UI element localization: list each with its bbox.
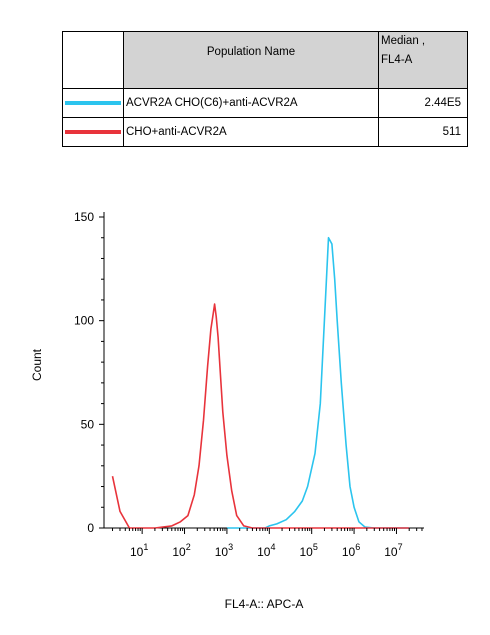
x-axis-title: FL4-A:: APC-A — [225, 597, 304, 611]
median-header-line2: FL4-A — [381, 54, 413, 66]
x-axis: 101 102 103 104 105 106 107 — [112, 528, 423, 559]
legend-population-name: CHO+anti-ACVR2A — [123, 117, 379, 147]
median-header-line1: Median , — [381, 35, 426, 47]
legend-table: Population Name Median , FL4-A ACVR2A CH… — [62, 31, 468, 147]
x-tick-label: 102 — [172, 542, 190, 559]
legend-population-name: ACVR2A CHO(C6)+anti-ACVR2A — [123, 88, 379, 118]
legend-row: CHO+anti-ACVR2A 511 — [62, 117, 468, 147]
series-line — [111, 303, 410, 529]
x-tick-label: 104 — [257, 542, 275, 559]
legend-corner-cell — [62, 31, 124, 89]
x-tick-exponent: 7 — [398, 542, 403, 552]
histogram-chart: 0 50 100 150 101 102 103 104 105 106 107 Count FL… — [30, 210, 424, 611]
x-tick-label: 107 — [384, 542, 402, 559]
y-tick-label: 50 — [81, 417, 95, 431]
x-tick-exponent: 3 — [228, 542, 233, 552]
population-name-header-label: Population Name — [206, 46, 296, 58]
y-axis: 0 50 100 150 — [74, 210, 104, 535]
x-tick-exponent: 5 — [313, 542, 318, 552]
plot-frame — [103, 212, 424, 529]
legend-row: ACVR2A CHO(C6)+anti-ACVR2A 2.44E5 — [62, 88, 468, 118]
x-tick-label: 106 — [342, 542, 360, 559]
legend-swatch-line — [65, 130, 121, 134]
x-tick-exponent: 4 — [270, 542, 275, 552]
y-tick-label: 150 — [74, 210, 94, 224]
x-tick-exponent: 6 — [355, 542, 360, 552]
x-tick-label: 103 — [215, 542, 233, 559]
legend-swatch-line — [65, 101, 121, 105]
y-tick-label: 100 — [74, 314, 94, 328]
legend-median-value: 2.44E5 — [378, 88, 468, 118]
x-tick-exponent: 2 — [186, 542, 191, 552]
median-header: Median , FL4-A — [378, 31, 468, 89]
series-layer — [111, 236, 410, 529]
legend-median-value: 511 — [378, 117, 468, 147]
x-tick-label: 105 — [299, 542, 317, 559]
x-tick-label: 101 — [130, 542, 148, 559]
y-axis-title: Count — [30, 348, 44, 381]
y-tick-label: 0 — [87, 521, 94, 535]
x-tick-exponent: 1 — [143, 542, 148, 552]
legend-swatch-cell — [62, 117, 124, 147]
population-name-header: Population Name — [123, 31, 379, 89]
legend-swatch-cell — [62, 88, 124, 118]
series-line — [226, 236, 410, 529]
